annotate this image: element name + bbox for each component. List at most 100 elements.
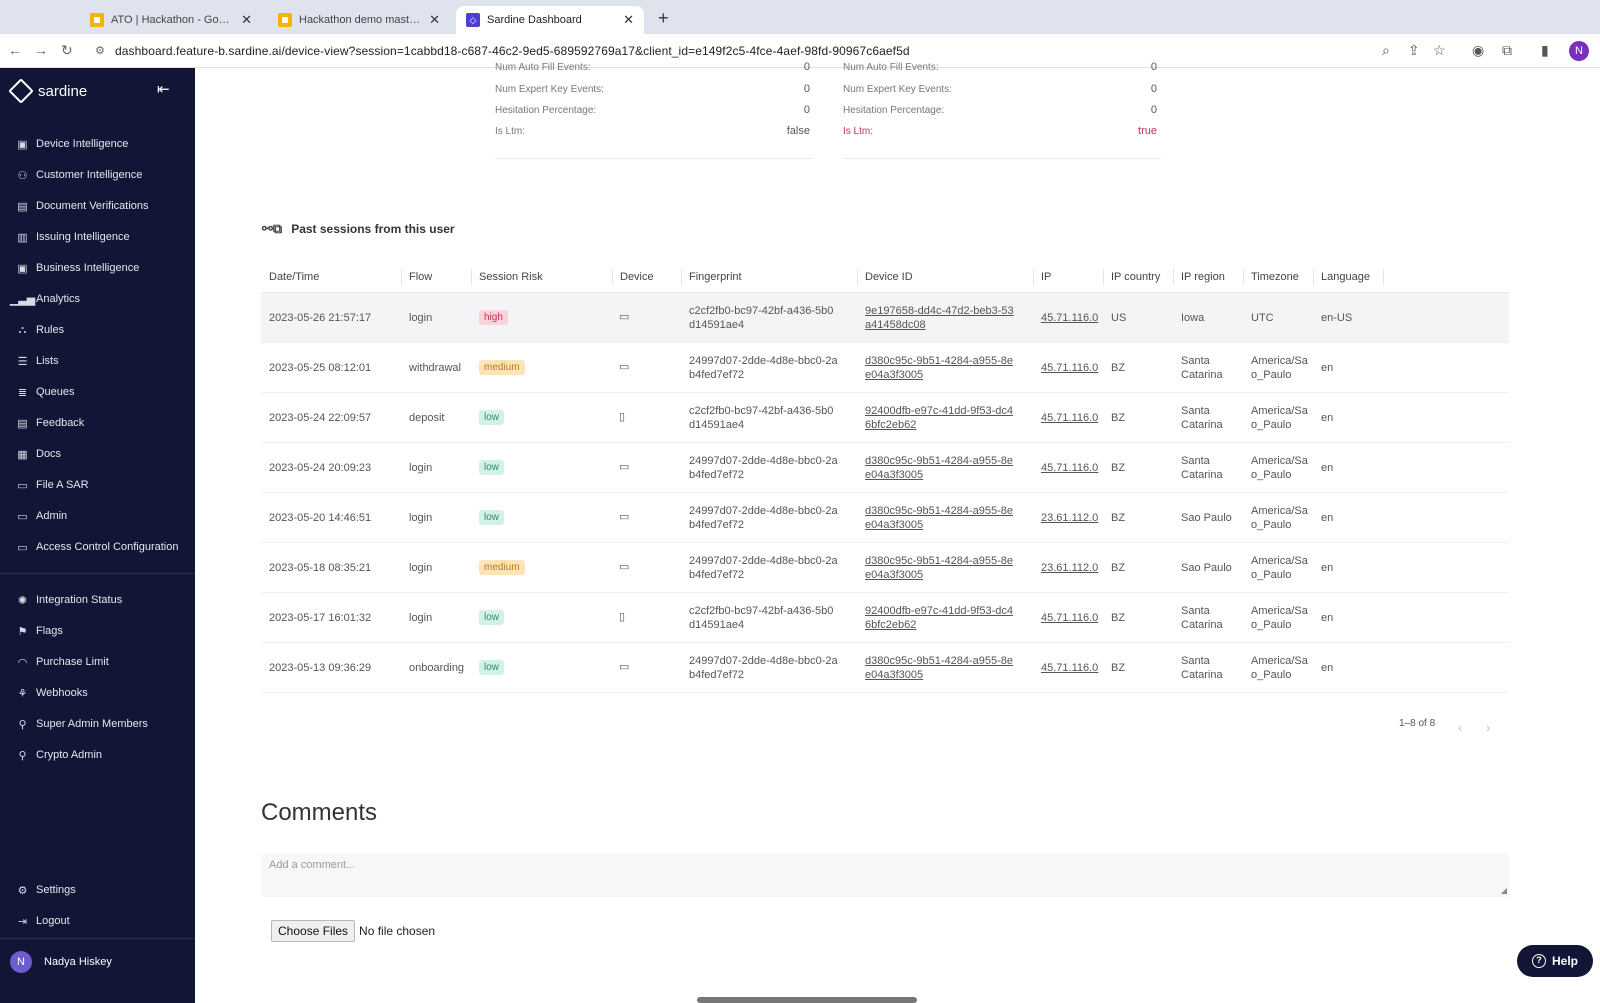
sidebar-item-lists[interactable]: ☰ Lists [16,351,59,371]
user-profile[interactable]: N Nadya Hiskey [10,951,112,973]
sidebar-item-logout[interactable]: ⇥ Logout [16,911,70,931]
sidebar-item-purchase-limit[interactable]: ◠ Purchase Limit [16,652,109,672]
device-id-link[interactable]: d380c95c-9b51-4284-a955-8ee04a3f3005 [865,455,1014,481]
reload-icon[interactable]: ↻ [61,42,73,58]
table-row[interactable]: 2023-05-25 08:12:01 withdrawal medium ▭ 2499… [261,343,1509,393]
column-header-ip[interactable]: IP [1041,271,1052,283]
back-icon[interactable]: ← [8,42,22,58]
close-tab-icon[interactable]: ✕ [429,12,440,27]
sidebar-item-flags[interactable]: ⚑ Flags [16,621,63,641]
column-header-flow[interactable]: Flow [409,271,433,283]
cell-language: en [1321,362,1334,374]
help-button[interactable]: ? Help [1517,945,1593,977]
stat-value: true [1138,125,1157,137]
site-settings-icon[interactable]: ⚙ [95,45,105,57]
column-header-timezone[interactable]: Timezone [1251,271,1299,283]
column-header-fingerprint[interactable]: Fingerprint [689,271,742,283]
sardine-logo[interactable]: sardine [8,78,87,104]
column-header-language[interactable]: Language [1321,271,1370,283]
sidebar-item-webhooks[interactable]: ⚘ Webhooks [16,683,88,703]
zoom-icon[interactable]: ⌕ [1382,42,1390,58]
cell-timezone: America/Sao_Paulo [1251,605,1308,631]
stat-label: Hesitation Percentage: [495,105,597,116]
table-row[interactable]: 2023-05-18 08:35:21 login medium ▭ 24997d07-… [261,543,1509,593]
sidebar-item-business-intelligence[interactable]: ▣ Business Intelligence [16,258,139,278]
sidebar-item-settings[interactable]: ⚙ Settings [16,880,76,900]
file-upload-row: Choose Files No file chosen [261,918,1509,944]
browser-tab-active[interactable]: ◇ Sardine Dashboard ✕ [456,6,644,34]
sidebar-item-crypto-admin[interactable]: ⚲ Crypto Admin [16,745,102,765]
ip-link[interactable]: 45.71.116.0 [1041,612,1099,624]
collapse-sidebar-icon[interactable]: ⇤ [157,81,170,98]
column-header-ip-country[interactable]: IP country [1111,271,1161,283]
choose-files-button[interactable]: Choose Files [271,920,356,942]
bookmark-star-icon[interactable]: ☆ [1433,42,1446,58]
device-id-link[interactable]: d380c95c-9b51-4284-a955-8ee04a3f3005 [865,505,1014,531]
browser-tab[interactable]: Hackathon demo master dec ✕ [268,6,450,34]
table-row[interactable]: 2023-05-24 22:09:57 deposit low ▯ c2cf2fb0-b… [261,393,1509,443]
ip-link[interactable]: 45.71.116.0 [1041,662,1099,674]
table-row[interactable]: 2023-05-13 09:36:29 onboarding low ▭ 24997d0… [261,643,1509,693]
chevron-right-icon[interactable]: › [1486,720,1491,735]
device-id-link[interactable]: d380c95c-9b51-4284-a955-8ee04a3f3005 [865,555,1014,581]
sidebar-item-file-a-sar[interactable]: ▭ File A SAR [16,475,88,495]
extension-icon[interactable]: ◉ [1472,42,1485,58]
share-icon[interactable]: ⇪ [1408,42,1420,58]
device-id-link[interactable]: d380c95c-9b51-4284-a955-8ee04a3f3005 [865,355,1014,381]
device-id-link[interactable]: 92400dfb-e97c-41dd-9f53-dc46bfc2eb62 [865,605,1014,631]
side-panel-icon[interactable]: ▮ [1541,42,1549,58]
column-header-device-id[interactable]: Device ID [865,271,913,283]
cell-ip-region: Santa Catarina [1181,355,1223,381]
forward-icon[interactable]: → [34,42,48,58]
table-row[interactable]: 2023-05-24 20:09:23 login low ▭ 24997d07-2dd… [261,443,1509,493]
sidebar-item-document-verifications[interactable]: ▤ Document Verifications [16,196,148,216]
extensions-puzzle-icon[interactable]: ⧉ [1502,42,1512,58]
column-header-device[interactable]: Device [620,271,654,283]
cell-datetime: 2023-05-26 21:57:17 [269,312,372,324]
ip-link[interactable]: 45.71.116.0 [1041,412,1099,424]
profile-avatar[interactable]: N [1569,41,1589,61]
browser-tab[interactable]: ATO | Hackathon - Google Sli ✕ [80,6,262,34]
folder-icon: ▭ [17,541,28,554]
sidebar-item-integration-status[interactable]: ✺ Integration Status [16,590,122,610]
ip-link[interactable]: 45.71.116.0 [1041,312,1099,324]
cell-timezone: America/Sao_Paulo [1251,455,1308,481]
resize-handle-icon[interactable]: ◢ [1500,886,1507,895]
close-tab-icon[interactable]: ✕ [623,12,634,27]
ip-link[interactable]: 23.61.112.0 [1041,562,1099,574]
comment-input[interactable] [269,859,1469,871]
comment-box[interactable]: ◢ [261,853,1509,897]
sidebar-item-feedback[interactable]: ▤ Feedback [16,413,84,433]
column-header-session-risk[interactable]: Session Risk [479,271,543,283]
table-row[interactable]: 2023-05-20 14:46:51 login low ▭ 24997d07-2dd… [261,493,1509,543]
sidebar-item-super-admin-members[interactable]: ⚲ Super Admin Members [16,714,147,734]
user-icon: ⚲ [18,749,27,762]
horizontal-scrollbar[interactable] [697,997,917,1003]
gear-icon: ⚙ [17,884,28,897]
stat-label: Num Auto Fill Events: [843,62,939,73]
sidebar-item-rules[interactable]: ⛬ Rules [16,320,64,340]
device-id-link[interactable]: d380c95c-9b51-4284-a955-8ee04a3f3005 [865,655,1014,681]
ip-link[interactable]: 45.71.116.0 [1041,462,1099,474]
column-header-datetime[interactable]: Date/Time [269,271,320,283]
sidebar-item-issuing-intelligence[interactable]: ▥ Issuing Intelligence [16,227,129,247]
close-tab-icon[interactable]: ✕ [241,12,252,27]
new-tab-icon[interactable]: + [658,8,669,28]
sidebar-item-admin[interactable]: ▭ Admin [16,506,67,526]
sidebar-item-analytics[interactable]: ▁▃▅ Analytics [10,289,80,309]
sidebar-item-access-control[interactable]: ▭ Access Control Configuration [16,537,178,557]
divider [495,158,813,159]
table-row[interactable]: 2023-05-26 21:57:17 login high ▭ c2cf2fb0-bc… [261,293,1509,343]
chevron-left-icon[interactable]: ‹ [1458,720,1463,735]
table-row[interactable]: 2023-05-17 16:01:32 login low ▯ c2cf2fb0-bc9… [261,593,1509,643]
column-header-ip-region[interactable]: IP region [1181,271,1225,283]
sidebar-item-queues[interactable]: ≣ Queues [16,382,75,402]
ip-link[interactable]: 45.71.116.0 [1041,362,1099,374]
sidebar-item-device-intelligence[interactable]: ▣ Device Intelligence [16,134,128,154]
device-id-link[interactable]: 9e197658-dd4c-47d2-beb3-53a41458dc08 [865,305,1014,331]
sidebar-item-customer-intelligence[interactable]: ⚇ Customer Intelligence [16,165,143,185]
device-id-link[interactable]: 92400dfb-e97c-41dd-9f53-dc46bfc2eb62 [865,405,1014,431]
ip-link[interactable]: 23.61.112.0 [1041,512,1099,524]
url-field[interactable]: dashboard.feature-b.sardine.ai/device-vi… [115,44,910,58]
sidebar-item-docs[interactable]: ▦ Docs [16,444,61,464]
